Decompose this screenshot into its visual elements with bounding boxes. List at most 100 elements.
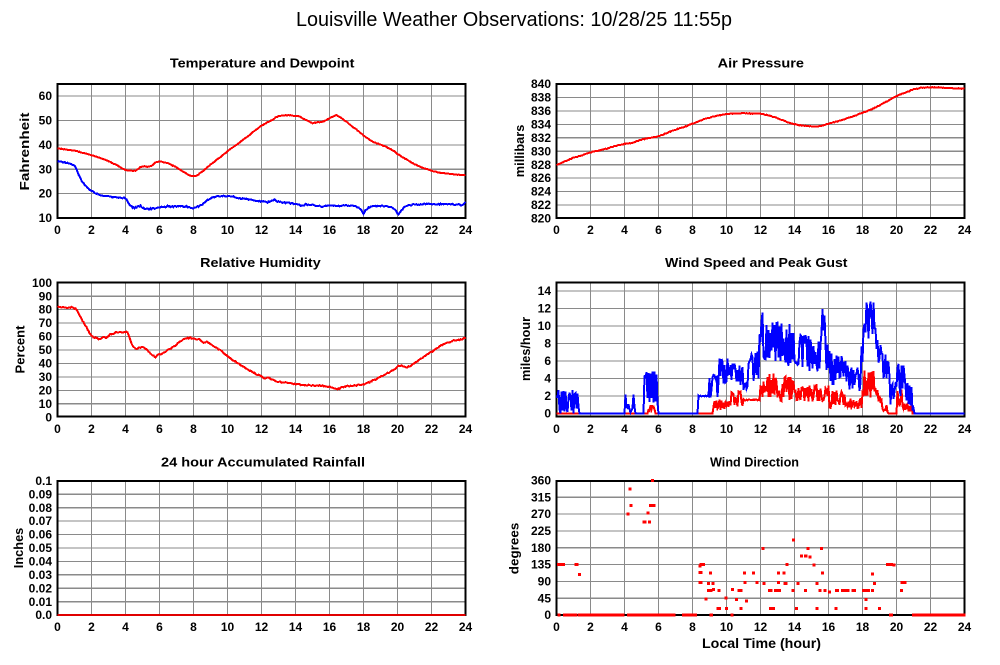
svg-text:24: 24 [958,223,972,237]
svg-text:836: 836 [531,104,551,118]
svg-text:10: 10 [221,620,235,634]
svg-text:2: 2 [587,422,594,436]
svg-text:0.03: 0.03 [29,568,53,582]
svg-text:60: 60 [39,89,53,103]
svg-text:0.07: 0.07 [29,514,53,528]
svg-text:10: 10 [720,620,734,634]
svg-text:0.09: 0.09 [29,487,53,501]
svg-text:135: 135 [531,558,551,572]
svg-text:Relative Humidity: Relative Humidity [200,255,321,270]
svg-text:45: 45 [538,591,552,605]
svg-text:12: 12 [255,223,269,237]
svg-text:4: 4 [122,422,129,436]
svg-text:12: 12 [538,302,552,316]
svg-text:828: 828 [531,158,551,172]
svg-text:0: 0 [553,422,560,436]
svg-text:4: 4 [621,620,628,634]
svg-text:Louisville Weather Observation: Louisville Weather Observations: 10/28/2… [296,9,732,31]
svg-text:24: 24 [459,620,473,634]
svg-text:0.02: 0.02 [29,581,53,595]
svg-text:18: 18 [856,422,870,436]
svg-text:6: 6 [544,354,551,368]
svg-text:80: 80 [39,303,53,317]
svg-text:4: 4 [621,223,628,237]
svg-text:0.1: 0.1 [35,474,52,488]
svg-text:0: 0 [544,608,551,622]
svg-text:270: 270 [531,507,551,521]
svg-text:miles/hour: miles/hour [519,317,533,381]
svg-text:22: 22 [924,422,938,436]
svg-text:16: 16 [822,620,836,634]
svg-text:16: 16 [323,620,337,634]
svg-text:millibars: millibars [513,125,527,178]
svg-text:14: 14 [538,284,552,298]
svg-text:2: 2 [587,620,594,634]
svg-text:100: 100 [32,276,52,290]
svg-text:10: 10 [720,223,734,237]
svg-text:10: 10 [221,422,235,436]
svg-text:24 hour Accumulated Rainfall: 24 hour Accumulated Rainfall [161,455,365,470]
svg-text:360: 360 [531,474,551,488]
svg-text:50: 50 [39,343,53,357]
svg-text:14: 14 [788,223,802,237]
svg-text:180: 180 [531,541,551,555]
svg-text:14: 14 [289,620,303,634]
svg-text:22: 22 [425,620,439,634]
svg-text:0.08: 0.08 [29,501,53,515]
svg-text:0.05: 0.05 [29,541,53,555]
svg-text:degrees: degrees [508,523,522,575]
svg-text:12: 12 [255,620,269,634]
svg-text:10: 10 [538,319,552,333]
svg-text:Air Pressure: Air Pressure [718,56,804,71]
svg-text:8: 8 [190,223,197,237]
svg-text:90: 90 [538,575,552,589]
svg-text:20: 20 [39,187,53,201]
svg-text:0: 0 [544,407,551,421]
svg-text:2: 2 [88,422,95,436]
svg-text:8: 8 [544,337,551,351]
svg-text:10: 10 [39,397,53,411]
svg-text:10: 10 [720,422,734,436]
svg-text:14: 14 [289,223,303,237]
svg-text:14: 14 [788,422,802,436]
svg-text:2: 2 [544,389,551,403]
svg-text:16: 16 [822,223,836,237]
svg-text:90: 90 [39,289,53,303]
svg-text:22: 22 [425,422,439,436]
svg-text:12: 12 [754,223,768,237]
svg-text:6: 6 [156,620,163,634]
svg-text:838: 838 [531,91,551,105]
svg-text:18: 18 [357,422,371,436]
svg-text:Percent: Percent [14,325,28,374]
svg-text:12: 12 [754,620,768,634]
svg-text:16: 16 [323,422,337,436]
svg-text:20: 20 [39,384,53,398]
svg-text:Fahrenheit: Fahrenheit [18,111,32,190]
svg-text:0.01: 0.01 [29,595,53,609]
svg-text:0.0: 0.0 [35,608,52,622]
svg-text:8: 8 [190,422,197,436]
svg-text:18: 18 [856,620,870,634]
svg-text:12: 12 [255,422,269,436]
svg-text:20: 20 [391,620,405,634]
svg-text:0: 0 [54,422,61,436]
svg-text:30: 30 [39,370,53,384]
svg-text:8: 8 [689,620,696,634]
svg-text:6: 6 [156,422,163,436]
svg-text:834: 834 [531,118,551,132]
svg-text:4: 4 [621,422,628,436]
svg-text:6: 6 [655,422,662,436]
svg-text:Wind Direction: Wind Direction [710,455,799,470]
svg-text:10: 10 [39,211,53,225]
svg-text:50: 50 [39,114,53,128]
svg-text:Local Time (hour): Local Time (hour) [702,636,821,651]
svg-text:16: 16 [822,422,836,436]
svg-text:2: 2 [88,223,95,237]
svg-text:18: 18 [856,223,870,237]
svg-text:24: 24 [958,620,972,634]
svg-text:0: 0 [553,620,560,634]
svg-text:24: 24 [459,422,473,436]
svg-text:18: 18 [357,223,371,237]
svg-text:40: 40 [39,357,53,371]
svg-text:6: 6 [655,223,662,237]
